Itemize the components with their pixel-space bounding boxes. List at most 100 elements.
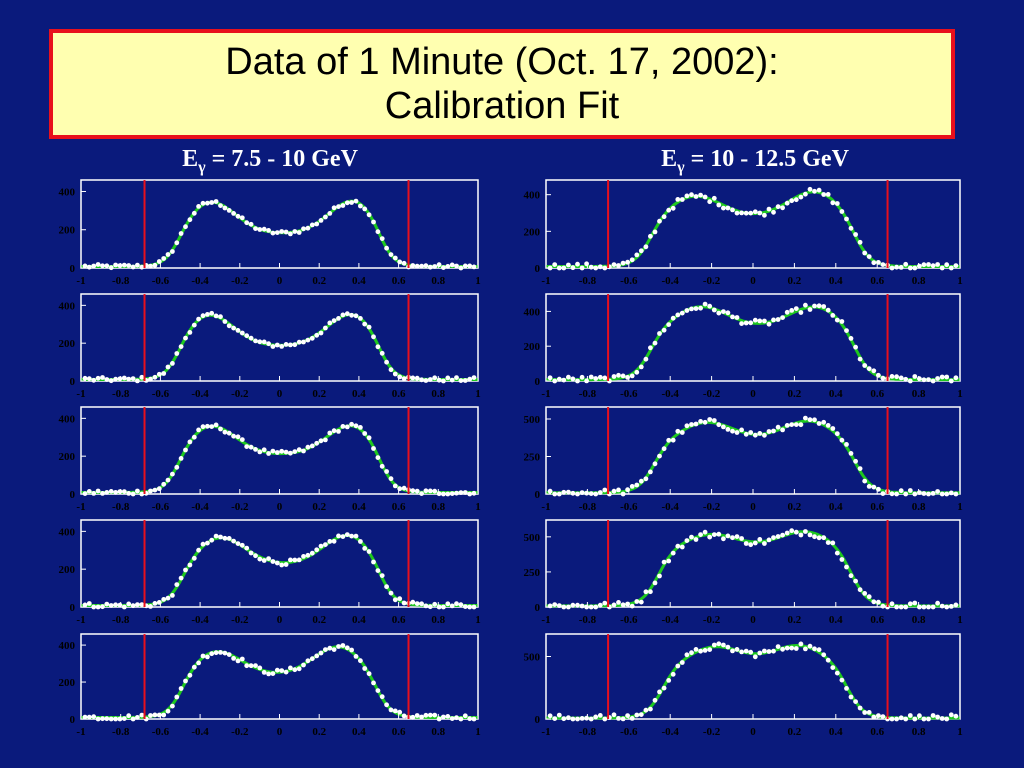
plot-0-3-x-tick-label: 0.6 [392, 614, 406, 626]
plot-0-2-data-point [113, 490, 118, 495]
plot-0-4-data-point [309, 656, 315, 662]
plot-1-2-data-point [661, 446, 667, 452]
plot-1-0-data-point [762, 212, 767, 218]
plot-0-0-data-point [170, 249, 175, 254]
plot-0-1-data-point [213, 313, 219, 319]
plot-0-4-data-point [292, 667, 298, 673]
plot-1-4-x-tick-label: 0.8 [912, 726, 926, 738]
plot-0-0-frame [80, 179, 479, 269]
plot-1-2-data-point [616, 487, 621, 493]
plot-0-1-data-point [305, 337, 311, 343]
plot-0-1-data-point [170, 361, 175, 366]
plot-1-4-data-point [939, 716, 945, 721]
plot-1-4-data-point [597, 713, 603, 718]
plot-0-2-data-point [301, 448, 306, 454]
page-title-line-2: Calibration Fit [384, 85, 620, 127]
plot-0-3-data-point [366, 549, 372, 554]
plot-0-0-data-point [174, 240, 180, 246]
plot-0-4-data-point [283, 669, 289, 675]
plot-1-3-data-point [684, 538, 690, 543]
plot-1-0-data-point [917, 263, 922, 269]
plot-0-2-x-tick-label: -0.4 [191, 501, 209, 513]
plot-1-4-data-point [666, 678, 672, 683]
plot-0-0-data-point [397, 259, 403, 265]
plot-0-2-data-point [218, 426, 223, 432]
plot-0-3-x-tick-label: 0.2 [312, 614, 326, 626]
plot-0-0-data-point [248, 221, 254, 227]
plot-1-0-data-point [844, 216, 849, 222]
plot-1-0-data-point [789, 198, 795, 204]
plot-1-4-data-point [588, 716, 594, 722]
plot-0-0-data-point [226, 208, 232, 213]
plot-1-0-data-point [839, 209, 845, 214]
plot-0-4-data-point [458, 716, 464, 722]
plot-0-1-data-point [248, 335, 254, 341]
plot-0-4-y-tick-label: 400 [59, 640, 76, 652]
plot-0-2-data-point [353, 423, 359, 429]
plot-1-3-data-point [743, 541, 749, 546]
plot-1-2-data-point [552, 491, 558, 497]
plot-0-0-x-tick-label: -0.4 [191, 275, 209, 287]
plot-1-0-data-point [939, 265, 945, 271]
plot-0-0: -1 -0.8 -0.6 -0.4 -0.2 0 0.2 0.4 0.6 0.8 1 0 200 400 [59, 179, 481, 287]
plot-0-4-data-point [340, 643, 346, 648]
plot-0-3-data-point [156, 600, 162, 605]
plot-0-0-data-point [257, 227, 263, 232]
plot-0-4-data-point [266, 671, 271, 677]
plot-1-3-data-point [921, 604, 927, 610]
plot-1-0-data-point [721, 205, 726, 211]
plot-1-3-data-point [602, 600, 608, 606]
plot-0-1-data-point [235, 328, 241, 333]
plot-1-1-data-point [752, 317, 758, 323]
plot-1-2-data-point [784, 423, 790, 428]
plot-1-1-data-point [803, 302, 808, 308]
plot-1-0-data-point [894, 264, 899, 270]
plot-0-3-x-tick-label: -1 [76, 614, 85, 626]
plot-0-2-data-point [196, 427, 202, 433]
plot-1-4-data-point [944, 716, 950, 722]
plot-1-1-data-point [825, 307, 831, 313]
plot-0-0-data-point [309, 222, 315, 228]
plot-1-2-y-tick-label: 0 [535, 489, 541, 501]
plot-0-2-data-point [336, 429, 341, 434]
plot-0-0-data-point [445, 264, 451, 269]
plot-1-3-data-point [698, 532, 703, 537]
plot-1-2-data-point [935, 489, 940, 494]
plot-0-1-data-point [222, 319, 228, 324]
plot-1-3-data-point [629, 603, 635, 609]
plot-1-3-data-point [748, 542, 754, 548]
plot-1-0-data-point [725, 205, 731, 211]
plot-1-3-data-point [716, 531, 722, 537]
plot-1-4-data-point [825, 657, 831, 663]
plot-0-1-data-point [449, 377, 455, 383]
plot-1-4-data-point [648, 706, 653, 712]
plot-0-1-data-point [270, 344, 276, 349]
plot-1-3-data-point [556, 603, 562, 608]
plot-1-3-data-point [657, 573, 662, 579]
plot-1-3-data-point [812, 534, 817, 540]
column-title-left-sub: γ [198, 158, 206, 176]
plot-1-2-data-point [766, 429, 772, 434]
plot-0-1-data-point [371, 334, 376, 340]
plot-1-1: -1 -0.8 -0.6 -0.4 -0.2 0 0.2 0.4 0.6 0.8 1 0 200 400 [524, 293, 963, 400]
plot-1-0-data-point [825, 192, 831, 197]
plot-1-2-data-point [638, 478, 644, 484]
plot-1-4-data-point [848, 694, 854, 700]
plot-0-0-data-point [432, 264, 438, 269]
plot-1-2-data-point [930, 491, 936, 496]
plot-1-4-data-point [930, 713, 936, 718]
plot-1-0-x-tick-label: -0.6 [620, 275, 638, 287]
plot-0-3-data-point [86, 601, 92, 606]
plot-1-0-data-point [857, 239, 863, 245]
plot-0-1-data-point [108, 378, 114, 384]
plot-1-3-y-tick-label: 0 [535, 602, 541, 614]
plot-1-1-data-point [721, 309, 726, 314]
plot-1-4-data-point [643, 707, 649, 713]
plot-0-0-x-tick-label: -0.6 [152, 275, 170, 287]
plot-0-1-x-tick-label: -0.4 [191, 388, 209, 400]
plot-1-0-data-point [602, 265, 608, 271]
plot-1-2-data-point [917, 490, 922, 495]
plot-0-2-data-point [340, 424, 346, 429]
plot-1-3-data-point [570, 602, 576, 608]
plot-0-4-data-point [235, 658, 241, 664]
